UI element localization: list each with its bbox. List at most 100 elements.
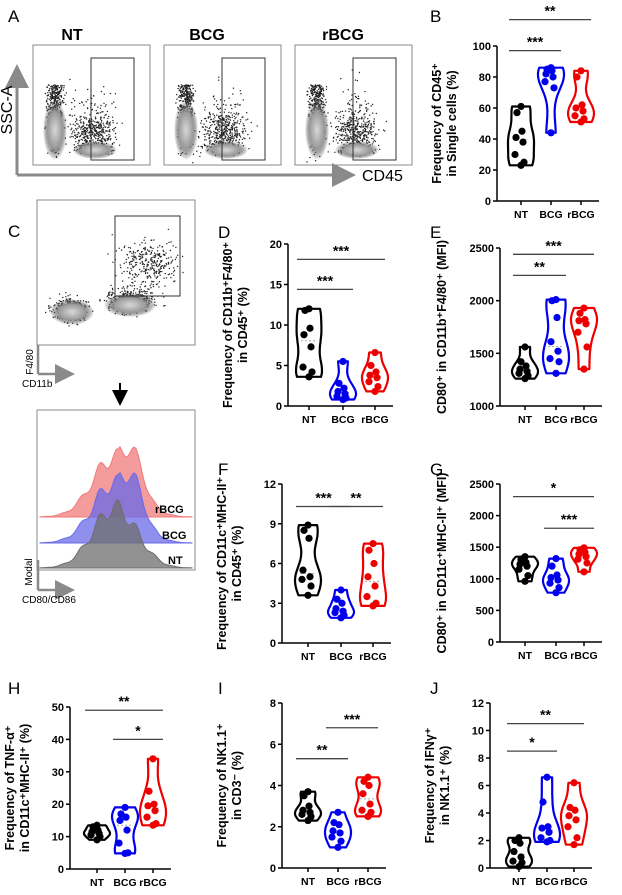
data-point-rbcg — [365, 781, 373, 790]
violin-nt — [294, 307, 324, 378]
data-point-nt — [517, 102, 525, 111]
data-point-bcg — [547, 338, 555, 346]
y-tick-label: 5 — [276, 361, 282, 373]
data-point-bcg — [337, 837, 345, 845]
data-point-rbcg — [578, 101, 586, 109]
significance-label: * — [529, 734, 535, 750]
data-point-rbcg — [583, 559, 591, 567]
data-point-nt — [306, 808, 314, 816]
data-point-bcg — [336, 829, 344, 837]
data-point-rbcg — [580, 568, 588, 576]
data-point-bcg — [548, 562, 556, 570]
data-point-bcg — [328, 833, 336, 841]
data-point-nt — [307, 343, 315, 351]
data-point-rbcg — [359, 790, 367, 798]
data-point-rbcg — [566, 803, 574, 812]
cd45-gate — [90, 57, 135, 161]
y-axis-label: in CD3⁻ (%) — [230, 751, 244, 820]
flow-plot-rbcg — [294, 44, 413, 166]
panel-c-dot-plot — [36, 199, 196, 346]
data-point-bcg — [547, 129, 555, 137]
cd45-label: CD45 — [362, 168, 403, 185]
panel-label-f: F — [218, 460, 228, 479]
chart-g: G 0 500 1000 1500 2000 2500 NT BCG rBCG CD80⁺ in C… — [430, 460, 602, 662]
cd11b-label: CD11b — [22, 379, 53, 390]
data-point-bcg — [333, 595, 341, 603]
data-point-rbcg — [365, 378, 373, 386]
chart-d: D 0 5 10 15 20 NT BCG rBCG Frequency of CD11b⁺F4/… — [218, 223, 393, 426]
y-tick-label: 0 — [276, 401, 282, 413]
y-tick-label: 15 — [270, 280, 282, 292]
chart-b: B 0 20 40 60 80 100 NT BCG rBCG Frequency of CD45⁺… — [430, 3, 599, 221]
data-point-nt — [518, 127, 526, 135]
x-tick-label: NT — [302, 414, 317, 426]
data-point-rbcg — [580, 304, 588, 312]
data-point-rbcg — [372, 368, 380, 376]
data-point-rbcg — [374, 382, 382, 391]
data-point-nt — [305, 305, 313, 313]
y-tick-label: 40 — [52, 734, 64, 746]
data-point-bcg — [329, 827, 337, 835]
y-axis-label: Frequency of TNF-α⁺ — [3, 725, 17, 850]
data-point-nt — [511, 150, 519, 159]
significance-label: ** — [540, 707, 551, 723]
data-point-nt — [516, 365, 524, 373]
data-point-bcg — [340, 384, 348, 392]
data-point-nt — [304, 521, 312, 529]
y-tick-label: 0 — [485, 196, 491, 208]
data-point-rbcg — [367, 361, 375, 370]
x-tick-label: rBCG — [139, 877, 166, 889]
data-point-bcg — [335, 379, 343, 387]
data-point-nt — [305, 534, 313, 542]
x-tick-label: NT — [514, 209, 529, 221]
data-point-nt — [308, 368, 316, 376]
chart-i: I 0 2 4 6 8 NT BCG rBCG Frequency of NK1.1⁺ in CD3… — [215, 679, 386, 888]
y-tick-label: 0 — [478, 863, 484, 875]
data-point-bcg — [339, 607, 347, 615]
data-point-bcg — [332, 604, 340, 613]
y-axis-label: Frequency of CD11c⁺MHC-II⁺ — [215, 477, 229, 650]
panel-label-c: C — [8, 222, 20, 241]
data-point-bcg — [555, 584, 563, 592]
data-point-rbcg — [573, 834, 581, 842]
data-point-rbcg — [358, 806, 366, 814]
panel-label-d: D — [218, 223, 230, 242]
significance-label: * — [135, 722, 141, 738]
data-point-bcg — [537, 834, 545, 842]
x-tick-label: NT — [512, 876, 527, 888]
y-tick-label: 20 — [270, 239, 282, 251]
data-point-rbcg — [570, 779, 578, 787]
data-point-rbcg — [151, 807, 159, 815]
data-point-bcg — [115, 839, 123, 847]
y-axis-label: Frequency of NK1.1⁺ — [215, 723, 229, 847]
data-point-rbcg — [370, 559, 378, 568]
data-point-rbcg — [369, 540, 377, 548]
data-point-rbcg — [579, 107, 587, 115]
x-tick-label: rBCG — [570, 650, 597, 662]
data-point-nt — [509, 857, 517, 865]
data-point-bcg — [552, 369, 560, 377]
y-tick-label: 1000 — [470, 574, 494, 586]
data-point-rbcg — [565, 812, 573, 820]
x-tick-label: NT — [518, 650, 533, 662]
data-point-bcg — [123, 826, 131, 834]
y-tick-label: 80 — [479, 72, 491, 84]
data-point-rbcg — [580, 115, 588, 123]
data-point-rbcg — [371, 582, 379, 590]
data-point-bcg — [543, 773, 551, 781]
data-point-nt — [299, 363, 307, 371]
significance-label: *** — [317, 272, 334, 288]
data-point-bcg — [341, 390, 349, 398]
panel-label-i: I — [218, 679, 223, 698]
data-point-bcg — [549, 73, 557, 81]
violin-nt — [506, 105, 536, 167]
y-tick-label: 9 — [270, 519, 276, 531]
y-axis-label: Frequency of IFNγ⁺ — [423, 727, 437, 843]
x-tick-label: rBCG — [567, 209, 594, 221]
chart-f: F 0 3 6 9 12 NT BCG rBCG Frequency of CD11c⁺MHC-I… — [215, 460, 391, 663]
data-point-rbcg — [143, 813, 151, 821]
data-point-bcg — [541, 78, 549, 86]
data-point-rbcg — [573, 73, 581, 81]
data-point-rbcg — [580, 544, 588, 552]
x-tick-label: rBCG — [560, 876, 587, 888]
